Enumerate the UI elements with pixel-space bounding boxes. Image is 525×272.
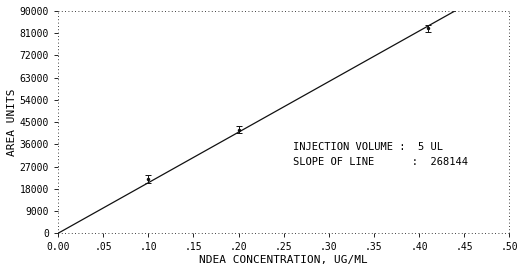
Y-axis label: AREA UNITS: AREA UNITS <box>7 88 17 156</box>
Text: INJECTION VOLUME :  5 UL
SLOPE OF LINE      :  268144: INJECTION VOLUME : 5 UL SLOPE OF LINE : … <box>293 142 468 166</box>
X-axis label: NDEA CONCENTRATION, UG/ML: NDEA CONCENTRATION, UG/ML <box>200 255 368 265</box>
